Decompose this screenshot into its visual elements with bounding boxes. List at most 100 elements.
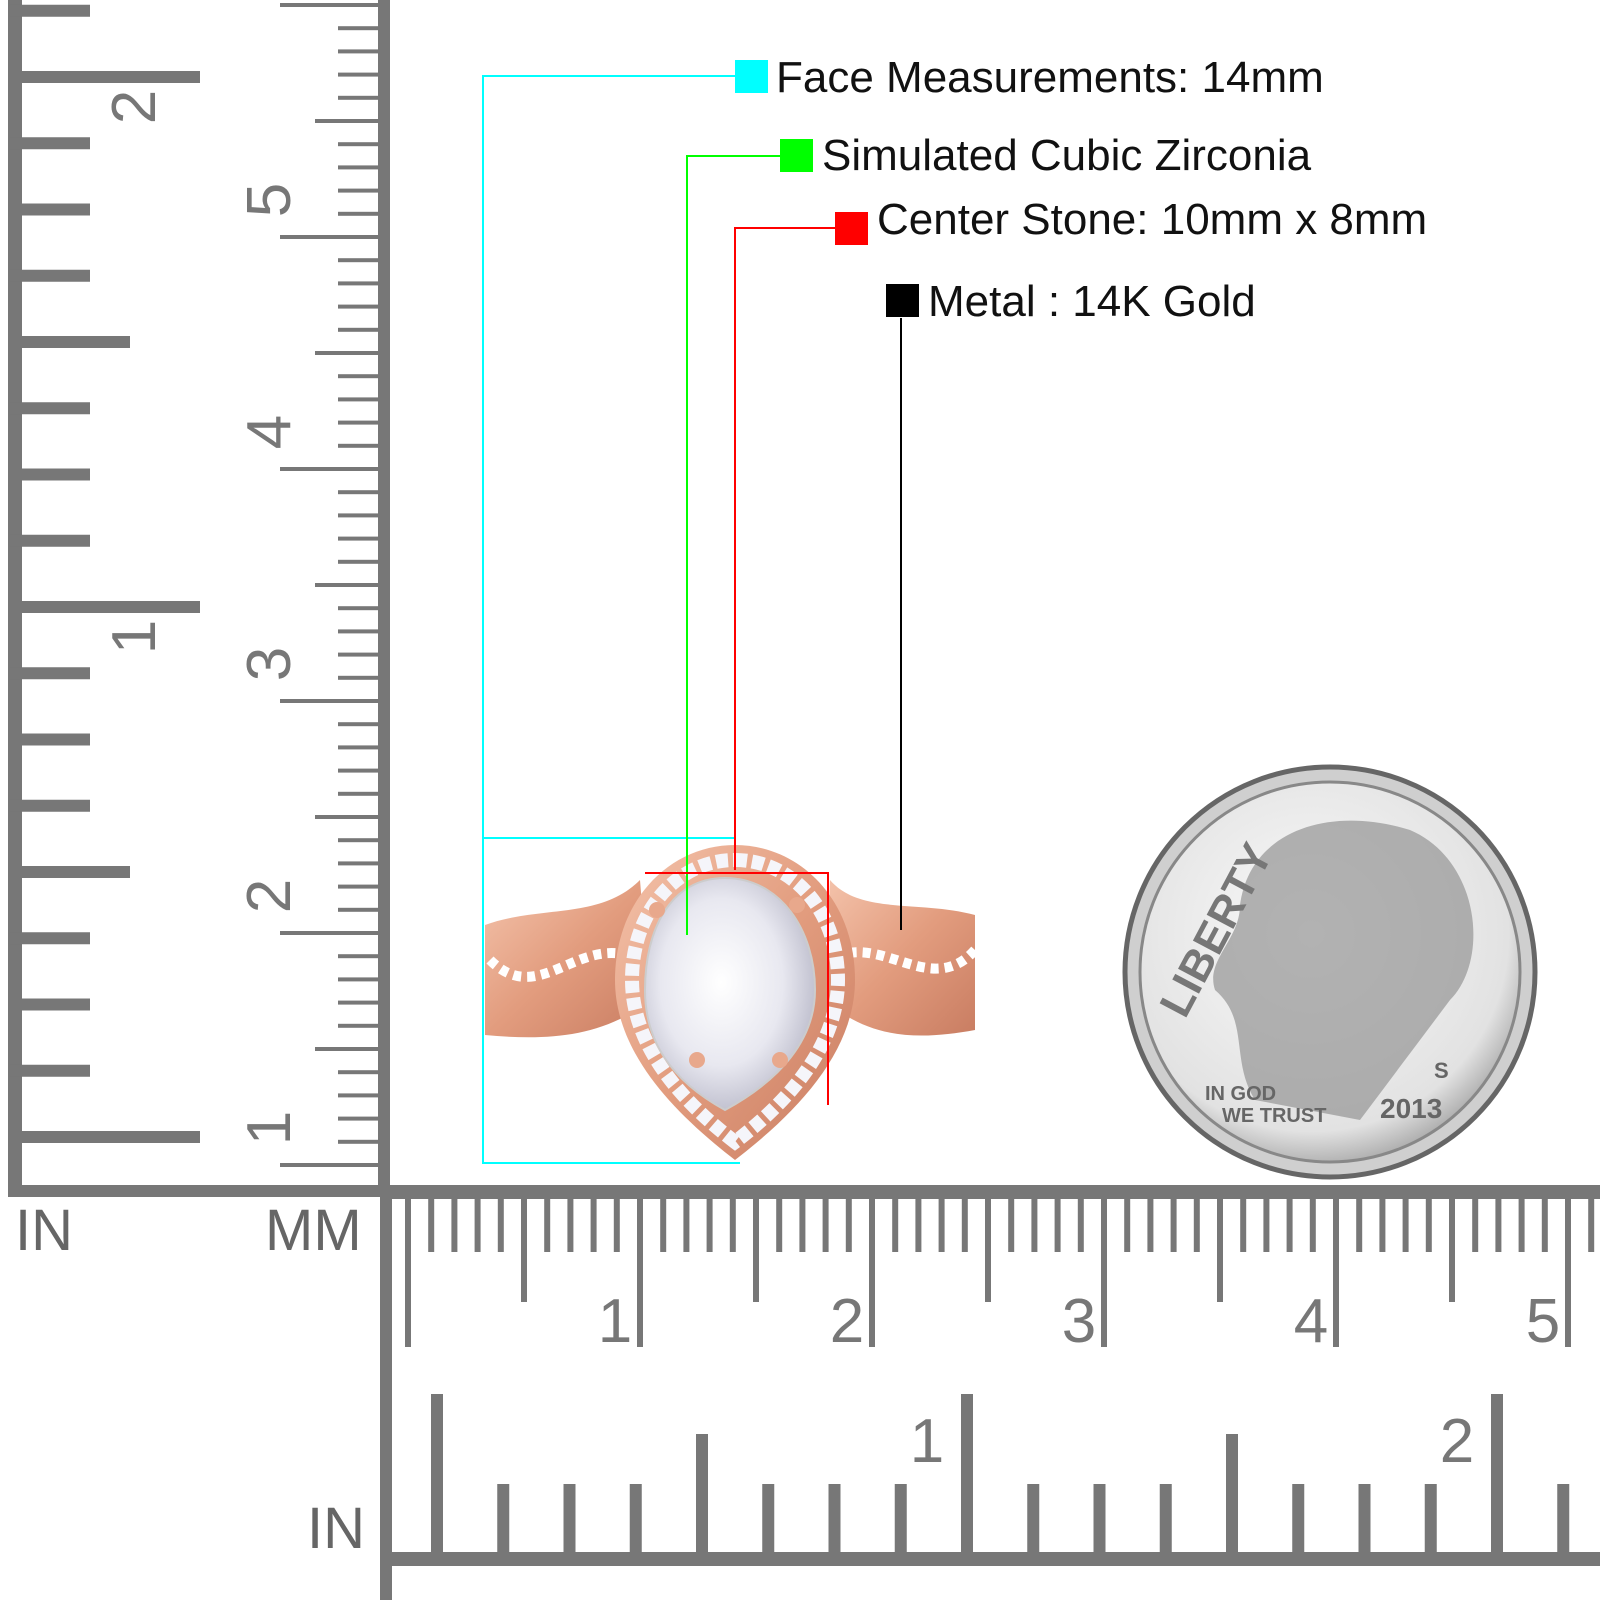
horizontal-mm-tick xyxy=(1193,1197,1200,1252)
vertical-inch-tick xyxy=(10,733,90,746)
horizontal-mm-tick xyxy=(1147,1197,1154,1252)
vertical-mm-tick xyxy=(280,3,380,7)
vertical-mm-tick xyxy=(338,165,380,170)
vertical-inch-tick xyxy=(10,601,200,613)
horizontal-inch-tick xyxy=(1424,1484,1437,1554)
ring-band xyxy=(485,880,979,1038)
horizontal-inch-label: 1 xyxy=(910,1407,944,1476)
horizontal-mm-tick xyxy=(567,1197,574,1252)
horizontal-mm-tick xyxy=(1286,1197,1293,1252)
horizontal-mm-tick xyxy=(961,1197,968,1252)
horizontal-mm-tick xyxy=(1054,1197,1061,1252)
horizontal-mm-tick xyxy=(799,1197,806,1252)
cz-swatch xyxy=(780,139,813,172)
horizontal-mm-tick xyxy=(892,1197,899,1252)
vertical-mm-tick xyxy=(338,281,380,286)
horizontal-mm-label: 4 xyxy=(1294,1287,1328,1356)
horizontal-mm-tick xyxy=(1402,1197,1409,1252)
horizontal-mm-tick xyxy=(521,1197,527,1302)
horizontal-inch-tick xyxy=(1226,1434,1238,1554)
center-stone-label: Center Stone: 10mm x 8mm xyxy=(877,195,1428,244)
vertical-mm-tick xyxy=(338,907,380,912)
vertical-mm-unit: MM xyxy=(265,1198,362,1263)
vertical-mm-label: 4 xyxy=(235,415,304,449)
horizontal-mm-tick xyxy=(1588,1197,1595,1252)
vertical-mm-tick xyxy=(338,188,380,193)
vertical-mm-tick xyxy=(338,95,380,100)
dime-coin: LIBERTY IN GOD WE TRUST 2013 S xyxy=(1122,764,1538,1180)
horizontal-mm-tick xyxy=(544,1197,551,1252)
vertical-mm-tick xyxy=(315,351,380,355)
vertical-ruler-bottom-edge xyxy=(8,1185,390,1197)
horizontal-inch-tick xyxy=(961,1394,973,1554)
horizontal-inch-tick xyxy=(1027,1484,1040,1554)
horizontal-mm-tick xyxy=(845,1197,852,1252)
vertical-mm-tick xyxy=(338,629,380,634)
vertical-ruler-right-edge xyxy=(378,0,390,1195)
vertical-inch-tick xyxy=(10,137,90,150)
horizontal-inch-tick xyxy=(629,1484,642,1554)
vertical-inch-tick xyxy=(10,866,130,878)
vertical-mm-tick xyxy=(280,235,380,239)
vertical-inch-tick xyxy=(10,998,90,1011)
vertical-inch-tick xyxy=(10,932,90,945)
vertical-inch-tick xyxy=(10,402,90,415)
vertical-inch-unit: IN xyxy=(15,1198,73,1263)
horizontal-inch-tick xyxy=(1491,1394,1503,1554)
metal-swatch xyxy=(886,284,919,317)
horizontal-mm-tick xyxy=(1124,1197,1131,1252)
vertical-mm-tick xyxy=(280,1163,380,1167)
horizontal-mm-tick xyxy=(1449,1197,1455,1302)
horizontal-mm-tick xyxy=(1309,1197,1316,1252)
horizontal-inch-tick xyxy=(762,1484,775,1554)
face-measurement-lines xyxy=(482,75,740,1164)
horizontal-mm-tick xyxy=(915,1197,922,1252)
coin-mint-mark: S xyxy=(1434,1058,1449,1083)
horizontal-mm-label: 3 xyxy=(1062,1287,1096,1356)
horizontal-mm-tick xyxy=(590,1197,597,1252)
vertical-inch-tick xyxy=(10,71,200,83)
horizontal-mm-tick xyxy=(822,1197,829,1252)
vertical-mm-tick xyxy=(338,722,380,727)
vertical-inch-tick xyxy=(10,468,90,481)
vertical-inch-tick xyxy=(10,4,90,17)
horizontal-inch-label: 2 xyxy=(1440,1407,1474,1476)
vertical-inch-tick xyxy=(10,799,90,812)
horizontal-mm-tick xyxy=(1263,1197,1270,1252)
horizontal-inch-tick xyxy=(1358,1484,1371,1554)
coin-motto-line1: IN GOD xyxy=(1205,1083,1276,1105)
horizontal-mm-label: 1 xyxy=(598,1287,632,1356)
vertical-mm-tick xyxy=(338,258,380,263)
vertical-mm-tick xyxy=(338,838,380,843)
horizontal-mm-tick xyxy=(1031,1197,1038,1252)
horizontal-inch-tick xyxy=(563,1484,576,1554)
horizontal-mm-tick xyxy=(985,1197,991,1302)
vertical-mm-tick xyxy=(338,791,380,796)
horizontal-inch-tick xyxy=(497,1484,510,1554)
vertical-mm-tick xyxy=(338,1070,380,1075)
vertical-mm-tick xyxy=(280,699,380,703)
horizontal-mm-label: 5 xyxy=(1526,1287,1560,1356)
horizontal-mm-tick xyxy=(1217,1197,1223,1302)
vertical-mm-tick xyxy=(338,1093,380,1098)
horizontal-mm-tick xyxy=(428,1197,435,1252)
vertical-inch-tick xyxy=(10,1064,90,1077)
vertical-mm-tick xyxy=(338,977,380,982)
vertical-inch-label: 1 xyxy=(100,620,169,654)
vertical-mm-tick xyxy=(338,26,380,31)
prongs xyxy=(649,897,805,1068)
vertical-mm-tick xyxy=(315,815,380,819)
coin-year: 2013 xyxy=(1380,1093,1442,1124)
vertical-inch-tick xyxy=(10,534,90,547)
vertical-inch-tick xyxy=(10,336,130,348)
vertical-mm-tick xyxy=(338,861,380,866)
vertical-mm-tick xyxy=(338,652,380,657)
vertical-mm-tick xyxy=(338,1000,380,1005)
horizontal-mm-tick xyxy=(613,1197,620,1252)
vertical-mm-tick xyxy=(280,467,380,471)
metal-label: Metal : 14K Gold xyxy=(928,277,1256,326)
vertical-mm-tick xyxy=(338,211,380,216)
vertical-mm-tick xyxy=(315,119,380,123)
vertical-mm-label: 3 xyxy=(235,647,304,681)
